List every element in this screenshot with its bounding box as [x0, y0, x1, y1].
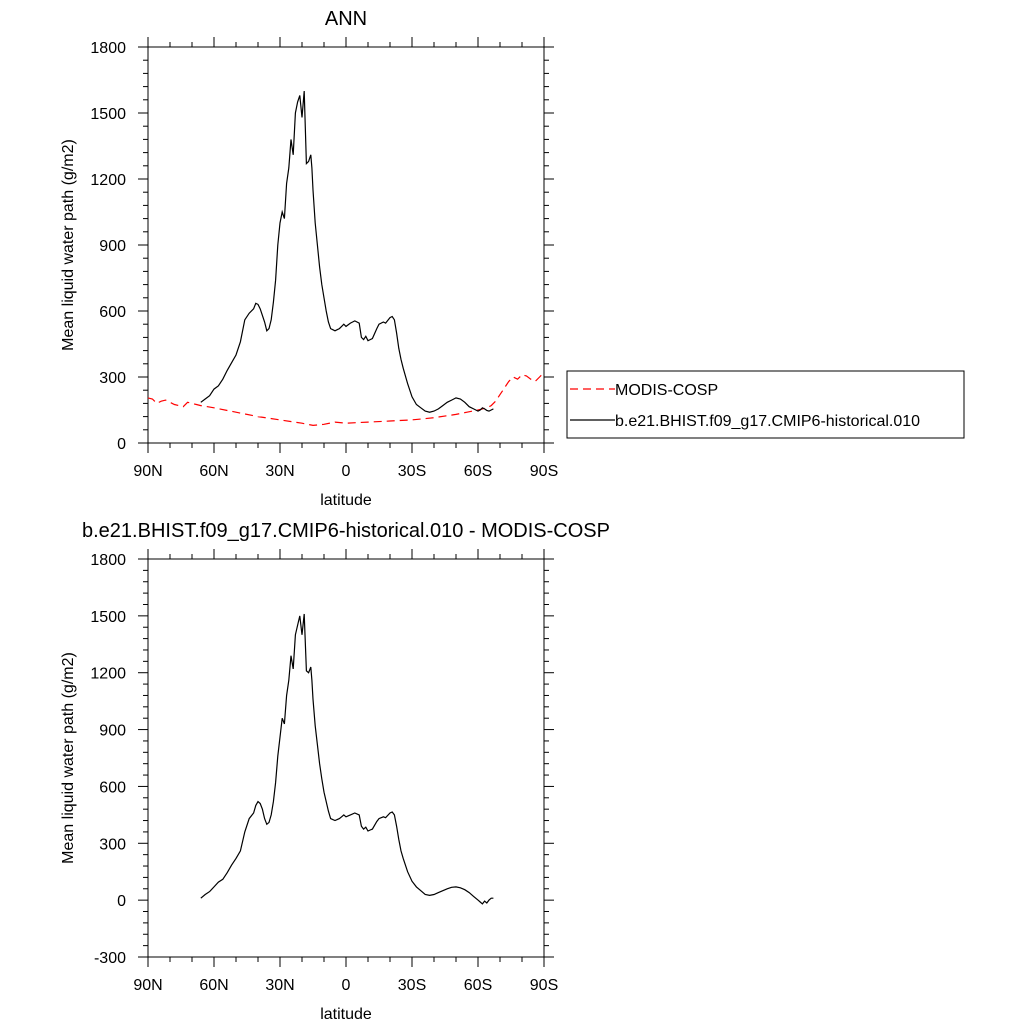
y-tick-label: 1500: [90, 609, 126, 626]
y-tick-label: 0: [117, 893, 126, 910]
y-tick-label: -300: [94, 950, 126, 967]
series-line-b-e21-bhist-f09-g17-cmip6-historical-010: [200, 90, 494, 413]
y-tick-label: 1500: [90, 106, 126, 123]
y-tick-label: 600: [99, 779, 126, 796]
y-axis-label: Mean liquid water path (g/m2): [60, 139, 77, 351]
y-tick-label: 900: [99, 723, 126, 740]
x-tick-label: 30N: [265, 463, 294, 480]
y-tick-label: 0: [117, 436, 126, 453]
x-tick-label: 60S: [464, 977, 492, 994]
chart-title: b.e21.BHIST.f09_g17.CMIP6-historical.010…: [82, 520, 610, 542]
x-tick-label: 30N: [265, 977, 294, 994]
y-tick-label: 1200: [90, 666, 126, 683]
y-tick-label: 1200: [90, 172, 126, 189]
y-tick-label: 1800: [90, 40, 126, 57]
y-tick-label: 900: [99, 238, 126, 255]
x-tick-label: 0: [342, 977, 351, 994]
y-tick-label: 300: [99, 370, 126, 387]
chart-title: ANN: [325, 8, 367, 30]
legend-box: [566, 370, 965, 439]
x-tick-label: 0: [342, 463, 351, 480]
series-line-difference: [200, 613, 494, 905]
y-tick-label: 1800: [90, 552, 126, 569]
x-tick-label: 90S: [530, 977, 558, 994]
legend: MODIS-COSP b.e21.BHIST.f09_g17.CMIP6-hist…: [566, 370, 965, 439]
x-tick-label: 60S: [464, 463, 492, 480]
x-tick-label: 60N: [199, 463, 228, 480]
chart-panel-1: ANN 0 300 600 900 1200 1500 1800 90N 60N 30N 0 30S 60…: [60, 8, 965, 509]
y-tick-label: 300: [99, 836, 126, 853]
x-tick-label: 90S: [530, 463, 558, 480]
legend-label: MODIS-COSP: [615, 382, 718, 399]
legend-label: b.e21.BHIST.f09_g17.CMIP6-historical.010: [615, 413, 920, 430]
plot-frame: [147, 46, 545, 444]
x-tick-label: 90N: [133, 463, 162, 480]
y-tick-label: 600: [99, 304, 126, 321]
x-tick-label: 60N: [199, 977, 228, 994]
x-tick-label: 30S: [398, 977, 426, 994]
x-axis-label: latitude: [320, 1006, 372, 1023]
series-line-modis-cosp: [147, 372, 545, 427]
x-axis-label: latitude: [320, 492, 372, 509]
x-tick-label: 30S: [398, 463, 426, 480]
y-axis-label: Mean liquid water path (g/m2): [60, 652, 77, 864]
plot-frame: [147, 558, 545, 958]
chart-panel-2: b.e21.BHIST.f09_g17.CMIP6-historical.010…: [60, 520, 610, 1023]
x-tick-label: 90N: [133, 977, 162, 994]
